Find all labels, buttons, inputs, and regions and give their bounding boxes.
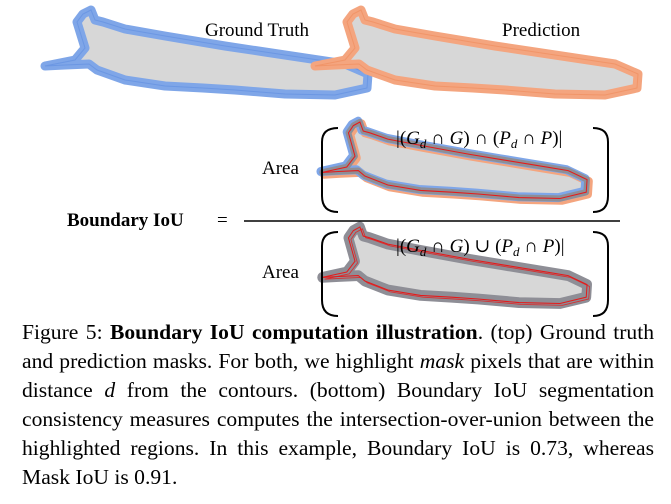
caption-part2: pixels that are within distance xyxy=(22,349,654,402)
brace-right-bottom xyxy=(592,231,609,317)
brace-right-top xyxy=(592,127,609,213)
figure-artwork xyxy=(0,0,671,317)
caption-prefix: Figure 5: xyxy=(22,320,110,344)
brace-left-top xyxy=(321,127,339,213)
caption-title: Boundary IoU computation illustration xyxy=(109,320,478,344)
figure-5: Ground Truth Prediction Area Area Bounda… xyxy=(0,0,671,317)
caption-mask-word: mask xyxy=(419,349,465,373)
equals-sign: = xyxy=(217,210,228,231)
brace-left-bottom xyxy=(321,231,339,317)
ground-truth-label: Ground Truth xyxy=(205,20,309,41)
caption-part3: from the contours. (bottom) Boundary IoU… xyxy=(22,378,654,489)
caption-part1: . (top) Ground truth and prediction mask… xyxy=(22,320,655,373)
area-label-denominator: Area xyxy=(262,262,299,283)
boundary-iou-lhs: Boundary IoU xyxy=(67,210,184,231)
figure-caption: Figure 5: Boundary IoU computation illus… xyxy=(22,318,654,492)
caption-d-symbol: d xyxy=(104,378,116,402)
area-label-numerator: Area xyxy=(262,158,299,179)
numerator-expression: |(Gd ∩ G) ∩ (Pd ∩ P)| xyxy=(396,128,563,151)
denominator-expression: |(Gd ∩ G) ∪ (Pd ∩ P)| xyxy=(396,236,565,259)
prediction-label: Prediction xyxy=(502,20,581,41)
